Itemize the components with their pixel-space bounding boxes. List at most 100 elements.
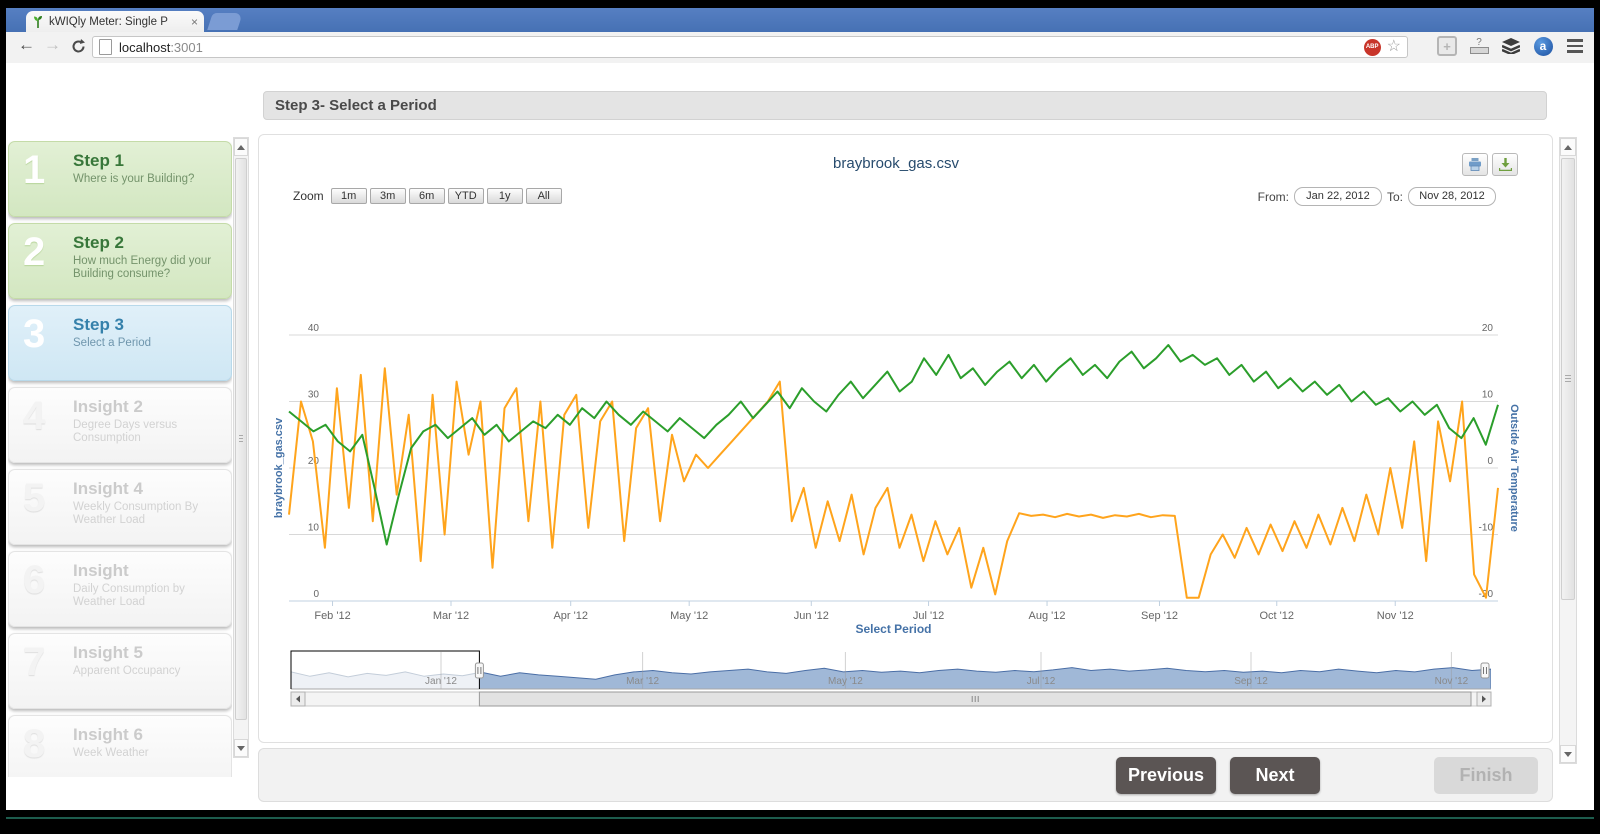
previous-button[interactable]: Previous <box>1116 757 1216 794</box>
page-scroll-down-icon[interactable] <box>1560 745 1576 763</box>
browser-toolbar: ← → localhost :3001 ABP ☆ + ? <box>6 32 1594 64</box>
page-content: Step 3- Select a Period 1 Step 1 Where i… <box>6 63 1594 810</box>
navigator-month-label: May '12 <box>828 676 863 687</box>
download-chart-button[interactable] <box>1492 153 1518 176</box>
x-axis-label: Jun '12 <box>794 610 829 622</box>
from-date-input[interactable]: Jan 22, 2012 <box>1293 187 1382 206</box>
extension-icons: + ? a <box>1436 35 1586 57</box>
navigator-right-handle[interactable] <box>1480 662 1490 679</box>
sidebar-item-insight2[interactable]: 4 Insight 2 Degree Days versus Consumpti… <box>8 387 232 463</box>
sidebar-scroll-up-icon[interactable] <box>234 138 248 156</box>
wizard-sidebar: 1 Step 1 Where is your Building? 2 Step … <box>8 141 232 777</box>
chart-zoom-controls: Zoom 1m 3m 6m YTD 1y All <box>293 188 562 204</box>
sidebar-item-insight6[interactable]: 8 Insight 6 Week Weather <box>8 715 232 777</box>
y-axis-left-tick: 0 <box>313 589 319 600</box>
sidebar-item-insight-daily[interactable]: 6 Insight Daily Consumption by Weather L… <box>8 551 232 627</box>
chart-export-buttons <box>1462 153 1518 176</box>
next-button[interactable]: Next <box>1230 757 1320 794</box>
url-host: localhost <box>119 39 171 55</box>
x-axis-label: Jul '12 <box>913 610 944 622</box>
x-axis-label: Feb '12 <box>314 610 350 622</box>
sidebar-scrollbar[interactable] <box>233 137 249 758</box>
navigator-month-label: Sep '12 <box>1234 676 1268 687</box>
browser-tab[interactable]: kWIQly Meter: Single P × <box>26 11 204 32</box>
y-axis-left-tick: 20 <box>308 456 320 467</box>
navigator-left-handle[interactable] <box>474 662 484 679</box>
zoom-all-button[interactable]: All <box>525 188 562 204</box>
address-bar[interactable]: localhost :3001 ABP ☆ <box>92 36 1408 58</box>
y-axis-left-tick: 30 <box>308 390 320 401</box>
tab-title: kWIQly Meter: Single P <box>49 15 168 28</box>
zoom-1y-button[interactable]: 1y <box>486 188 523 204</box>
bookmark-star-icon[interactable]: ☆ <box>1386 38 1401 55</box>
y-axis-left-title: braybrook_gas.csv <box>273 417 285 518</box>
finish-button[interactable]: Finish <box>1434 757 1538 794</box>
back-button[interactable]: ← <box>18 35 35 54</box>
to-date-input[interactable]: Nov 28, 2012 <box>1408 187 1496 206</box>
chart-title: braybrook_gas.csv <box>833 155 959 172</box>
navigator-series-masked <box>291 671 480 690</box>
layers-extension-icon[interactable] <box>1500 35 1522 57</box>
chart-date-range: From: Jan 22, 2012 To: Nov 28, 2012 <box>1258 187 1496 206</box>
sidebar-scrollbar-thumb[interactable] <box>235 158 247 720</box>
sidebar-item-step3[interactable]: 3 Step 3 Select a Period <box>8 305 232 381</box>
to-label: To: <box>1386 189 1403 204</box>
wizard-footer: Previous Next Finish <box>258 748 1553 802</box>
sidebar-item-insight4[interactable]: 5 Insight 4 Weekly Consumption By Weathe… <box>8 469 232 545</box>
navigator-month-label: Jul '12 <box>1027 676 1056 687</box>
x-axis-label: May '12 <box>670 610 708 622</box>
navigator-scroll-left-icon <box>296 695 300 703</box>
navigator-month-label: Mar '12 <box>626 676 659 687</box>
adblock-plus-icon[interactable]: ABP <box>1363 38 1381 56</box>
y-axis-right-title: Outside Air Temperature <box>1508 404 1520 532</box>
taskbar-edge <box>6 817 1594 819</box>
sidebar-scroll-down-icon[interactable] <box>234 739 248 757</box>
sidebar-item-step1[interactable]: 1 Step 1 Where is your Building? <box>8 141 232 217</box>
x-axis-label: Sep '12 <box>1141 610 1178 622</box>
zoom-label: Zoom <box>293 189 324 203</box>
tab-close-icon[interactable]: × <box>190 14 198 29</box>
y-axis-right-tick: -10 <box>1479 523 1494 534</box>
page-scrollbar-thumb[interactable] <box>1561 158 1575 600</box>
x-axis-label: Aug '12 <box>1029 610 1066 622</box>
reload-button[interactable] <box>70 38 87 55</box>
new-tab-button[interactable] <box>207 13 243 30</box>
browser-titlebar: kWIQly Meter: Single P × <box>6 8 1594 32</box>
wizard-step-header: Step 3- Select a Period <box>263 91 1547 120</box>
print-chart-button[interactable] <box>1462 153 1488 176</box>
from-label: From: <box>1257 189 1289 204</box>
x-axis-label: Mar '12 <box>433 610 469 622</box>
download-helper-icon[interactable]: ? <box>1468 35 1490 57</box>
navigator-scroll-right-icon <box>1482 695 1486 703</box>
sidebar-item-insight5[interactable]: 7 Insight 5 Apparent Occupancy <box>8 633 232 709</box>
x-axis-label: Oct '12 <box>1259 610 1294 622</box>
y-axis-right-tick: 0 <box>1487 456 1493 467</box>
forward-button[interactable]: → <box>44 35 61 54</box>
a-extension-icon[interactable]: a <box>1532 35 1554 57</box>
y-axis-right-tick: 20 <box>1482 323 1494 334</box>
zoom-1m-button[interactable]: 1m <box>330 188 367 204</box>
sidebar-item-step2[interactable]: 2 Step 2 How much Energy did your Buildi… <box>8 223 232 299</box>
page-scrollbar[interactable] <box>1559 137 1577 764</box>
favicon-seedling-icon <box>34 15 42 28</box>
page-scroll-up-icon[interactable] <box>1560 138 1576 156</box>
navigator-month-label: Jan '12 <box>425 676 457 687</box>
y-axis-left-tick: 40 <box>308 323 320 334</box>
y-axis-right-tick: 10 <box>1482 390 1494 401</box>
series-line-1 <box>288 344 1499 546</box>
zoom-3m-button[interactable]: 3m <box>369 188 406 204</box>
y-axis-left-tick: 10 <box>308 523 320 534</box>
zoom-6m-button[interactable]: 6m <box>408 188 445 204</box>
series-line-0 <box>288 367 1499 599</box>
zoom-ytd-button[interactable]: YTD <box>447 188 484 204</box>
x-axis-label: Apr '12 <box>553 610 588 622</box>
browser-window: kWIQly Meter: Single P × ← → localhost :… <box>6 8 1594 810</box>
add-extension-icon[interactable]: + <box>1436 35 1458 57</box>
page-icon <box>99 39 112 55</box>
select-period-label: Select Period <box>855 622 931 636</box>
url-port: :3001 <box>170 39 203 55</box>
menu-icon[interactable] <box>1564 35 1586 57</box>
navigator-month-label: Nov '12 <box>1435 676 1469 687</box>
